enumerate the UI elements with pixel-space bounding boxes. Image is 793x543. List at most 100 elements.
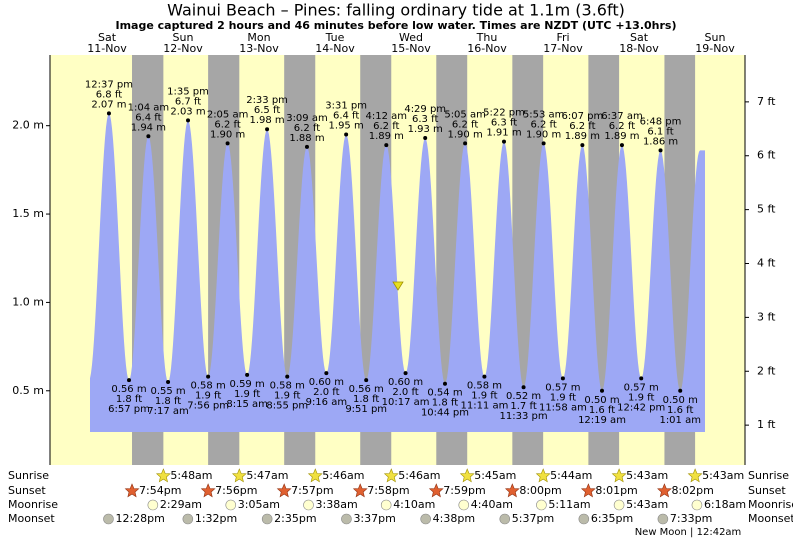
tide-label: 0.57 m	[545, 382, 580, 393]
tide-label: 5:22 pm	[483, 108, 525, 119]
tide-point	[442, 381, 447, 386]
tide-label: 6.1 ft	[647, 126, 673, 137]
tide-label: 4:29 pm	[404, 104, 446, 115]
almanac-time: 5:11am	[548, 498, 590, 511]
almanac-time: 8:02pm	[671, 484, 713, 497]
almanac-icon	[352, 483, 368, 498]
tide-label: 1.9 ft	[471, 391, 497, 402]
tide-point	[186, 118, 191, 123]
almanac-icon	[225, 499, 237, 511]
almanac-icon	[155, 468, 171, 483]
row-label: Sunset	[8, 484, 46, 497]
tide-label: 1.90 m	[526, 129, 561, 140]
tide-label: 6.2 ft	[609, 121, 635, 132]
day-date: 19-Nov	[695, 42, 735, 55]
tide-label: 11:11 am	[460, 401, 508, 412]
tide-label: 0.57 m	[624, 382, 659, 393]
row-label: Sunset	[748, 484, 786, 497]
tide-label: 1.6 ft	[667, 405, 693, 416]
almanac-time: 7:56pm	[215, 484, 257, 497]
tide-label: 1.8 ft	[155, 396, 181, 407]
almanac-icon	[303, 499, 314, 511]
tide-label: 11:33 pm	[500, 411, 548, 422]
tide-label: 2:33 pm	[246, 95, 288, 106]
tide-point	[106, 111, 111, 116]
tide-label: 1.9 ft	[195, 391, 221, 402]
tide-point	[166, 379, 171, 384]
y-tick-label: 0.5 m	[12, 384, 44, 397]
almanac-time: 5:44am	[550, 469, 592, 482]
tide-point	[265, 127, 270, 132]
tide-label: 0.56 m	[349, 384, 384, 395]
tide-label: 0.54 m	[427, 388, 462, 399]
tide-label: 1.89 m	[369, 131, 404, 142]
tide-label: 0.55 m	[150, 386, 185, 397]
tide-label: 0.60 m	[309, 377, 344, 388]
almanac-time: 5:46am	[322, 469, 364, 482]
almanac-time: 5:37pm	[512, 512, 554, 525]
tide-label: 2.03 m	[170, 106, 205, 117]
almanac-time: 5:47am	[246, 469, 288, 482]
tide-point	[384, 143, 389, 148]
almanac-time: 8:00pm	[519, 484, 561, 497]
day-name: Sun	[705, 31, 726, 44]
tide-label: 0.59 m	[230, 379, 265, 390]
almanac-icon	[307, 468, 323, 483]
day-name: Sat	[98, 31, 117, 44]
tide-label: 6:37 am	[601, 111, 643, 122]
almanac-icon	[341, 513, 352, 525]
chart-subtitle: Image captured 2 hours and 46 minutes be…	[115, 19, 676, 32]
row-label: Moonrise	[748, 498, 793, 511]
almanac-time: 6:35pm	[591, 512, 633, 525]
almanac-icon	[124, 483, 140, 498]
tide-point	[639, 376, 644, 381]
tide-point	[463, 141, 468, 146]
y2-tick-label: 4 ft	[757, 257, 776, 270]
tide-label: 6:07 pm	[562, 111, 604, 122]
tide-label: 1:01 am	[659, 415, 701, 426]
row-label: Moonrise	[8, 498, 58, 511]
day-name: Mon	[247, 31, 270, 44]
tide-label: 6.2 ft	[294, 123, 320, 134]
moon-phase: New Moon | 12:42am	[635, 527, 742, 538]
tide-label: 0.58 m	[191, 381, 226, 392]
almanac-icon	[580, 483, 596, 498]
row-label: Sunrise	[8, 469, 49, 482]
almanac-time: 3:37pm	[353, 512, 395, 525]
tide-point	[245, 372, 250, 377]
y2-tick-label: 2 ft	[757, 364, 776, 377]
y2-tick-label: 1 ft	[757, 418, 776, 431]
almanac-icon	[182, 513, 194, 525]
chart-title: Wainui Beach – Pines: falling ordinary t…	[167, 1, 625, 20]
almanac-icon	[276, 483, 292, 498]
tide-point	[344, 132, 349, 137]
tide-label: 6:57 pm	[108, 404, 150, 415]
tide-label: 1.89 m	[565, 131, 600, 142]
tide-point	[364, 378, 369, 383]
almanac-time: 6:18am	[704, 498, 746, 511]
tide-label: 1.95 m	[329, 121, 364, 132]
tide-label: 2.0 ft	[392, 387, 418, 398]
tide-label: 6.3 ft	[412, 114, 438, 125]
tide-label: 1.94 m	[131, 122, 166, 133]
tide-label: 1.9 ft	[274, 391, 300, 402]
tide-label: 10:44 pm	[421, 408, 469, 419]
tide-label: 1.8 ft	[432, 398, 458, 409]
day-name: Tue	[325, 31, 345, 44]
y-tick-label: 2.0 m	[12, 119, 44, 132]
day-date: 11-Nov	[87, 42, 127, 55]
almanac-icon	[611, 468, 627, 483]
tide-label: 11:58 am	[539, 402, 587, 413]
tide-point	[206, 374, 211, 379]
tide-label: 8:55 pm	[266, 401, 308, 412]
tide-label: 6.7 ft	[175, 96, 201, 107]
tide-label: 0.50 m	[663, 395, 698, 406]
tide-label: 1.9 ft	[234, 389, 260, 400]
tide-label: 10:17 am	[382, 397, 430, 408]
almanac-icon	[499, 513, 511, 525]
almanac-icon	[200, 483, 216, 498]
almanac-icon	[613, 499, 625, 511]
tide-point	[600, 388, 605, 393]
tide-label: 1:35 pm	[167, 86, 209, 97]
tide-point	[304, 144, 309, 149]
